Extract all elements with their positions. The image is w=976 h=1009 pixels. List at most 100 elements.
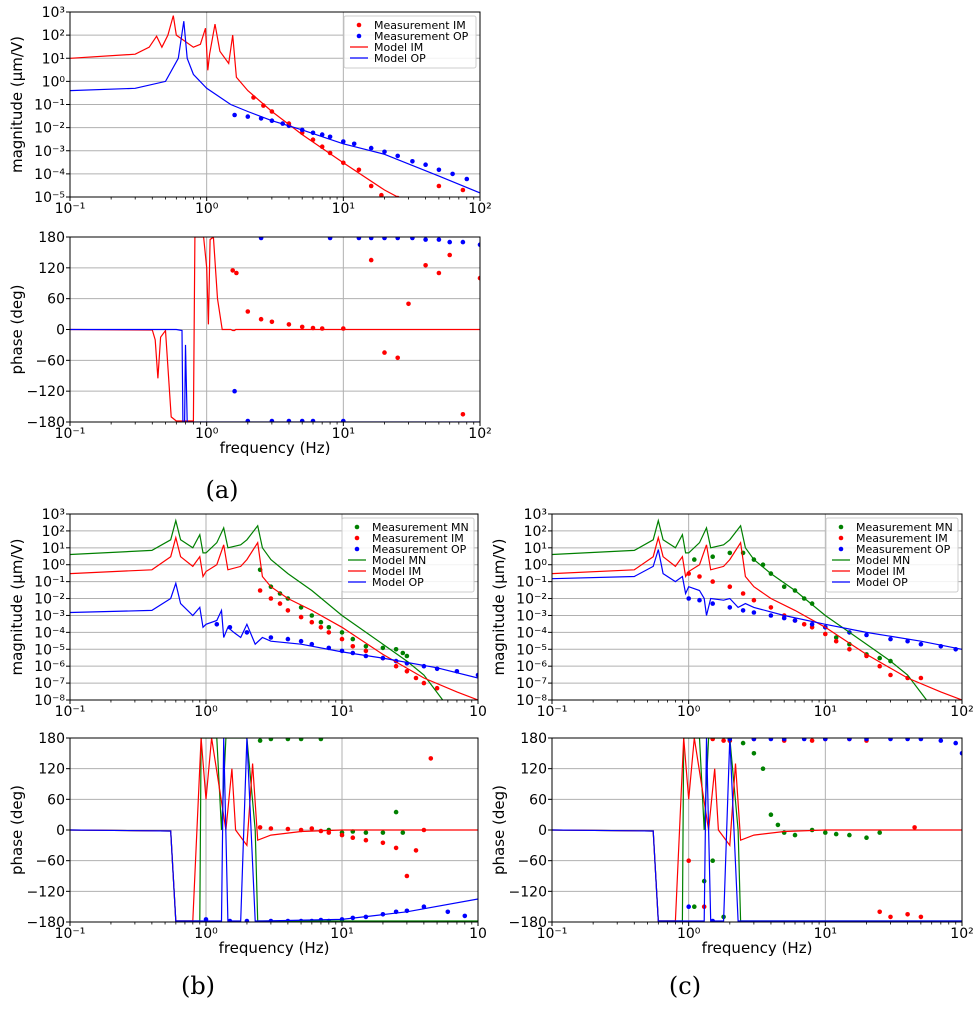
panel-b-magnitude-y-tick-label: 10⁻⁶ (34, 659, 65, 675)
panel-b-phase-measurement-mn-point (298, 738, 304, 742)
panel-a-magnitude-measurement-op-point (341, 139, 346, 144)
panel-c-phase-measurement-op-point (953, 740, 958, 746)
panel-a-phase-measurement-im-point (406, 301, 411, 307)
panel-a-phase-measurement-im-point (245, 309, 251, 314)
panel-c-magnitude-measurement-im-point (918, 675, 924, 681)
panel-c-phase-y-tick-label: 0 (538, 823, 547, 839)
panel-c-phase-measurement-op-point (959, 751, 962, 756)
panel-b-magnitude-y-tick-label: 10⁻⁴ (34, 625, 65, 641)
panel-b-caption: (b) (181, 972, 215, 1000)
panel-b-phase-measurement-im-point (380, 840, 386, 846)
panel-b-magnitude-measurement-mn-point (339, 630, 345, 635)
panel-a-magnitude-measurement-op-point (423, 162, 428, 167)
panel-c-magnitude-data (552, 518, 962, 700)
panel-b-magnitude-y-tick-label: 10³ (42, 507, 65, 523)
panel-a-phase-measurement-im-point (477, 275, 480, 281)
panel-a-phase-y-tick-label: 180 (38, 230, 65, 246)
panel-b-magnitude-legend-label: Measurement IM (372, 532, 464, 545)
panel-b-phase-measurement-im-point (428, 756, 434, 761)
panel-c-magnitude-measurement-im-point (877, 663, 882, 669)
panel-a-magnitude-y-axis-label: magnitude (μm/V) (8, 36, 26, 173)
panel-c-magnitude-model-op-line (552, 549, 962, 650)
panel-a-magnitude-x-tick-label: 10⁰ (195, 201, 219, 217)
panel-b-magnitude-model-op-line (70, 581, 478, 679)
panel-c-magnitude-measurement-op-point (918, 641, 924, 647)
panel-a-magnitude-measurement-op-point (327, 134, 333, 140)
panel-c-magnitude-measurement-im-point (727, 584, 733, 589)
panel-b-magnitude-measurement-op-point (244, 630, 250, 635)
panel-b-magnitude-y-tick-label: 10⁻³ (34, 608, 65, 624)
panel-b-magnitude-legend-label: Measurement OP (372, 543, 467, 556)
panel-b-phase-measurement-mn-point (268, 738, 274, 742)
panel-c-magnitude-measurement-im-point (710, 579, 715, 584)
panel-b-phase-measurement-im-point (393, 845, 399, 851)
panel-c-phase-measurement-mn-point (847, 832, 852, 838)
panel-a-magnitude-measurement-op-point (351, 141, 357, 147)
panel-b-magnitude-legend-box (341, 517, 475, 593)
panel-b-magnitude-measurement-mn-point (350, 636, 356, 642)
panel-b-magnitude-measurement-im-point (434, 685, 440, 691)
panel-a-phase-x-tick-label: 10⁰ (195, 426, 219, 442)
panel-a-magnitude-legend-label: Measurement OP (374, 30, 469, 43)
panel-c-magnitude-legend-marker-swatch (838, 546, 844, 552)
panel-b-magnitude-measurement-mn-point (404, 653, 410, 659)
panel-a-phase-measurement-op-point (310, 418, 316, 422)
panel-b-magnitude-legend-marker-swatch (354, 524, 360, 530)
panel-b-magnitude-measurement-im-point (363, 648, 369, 654)
panel-c-phase-measurement-im-point (877, 909, 882, 915)
panel-a-magnitude-legend-label: Measurement IM (374, 19, 466, 32)
panel-b-phase-measurement-im-point (326, 830, 332, 835)
panel-c-phase-measurement-im-point (686, 858, 691, 863)
panel-a-phase-measurement-im-point (460, 412, 466, 417)
panel-c-phase-y-axis-label: phase (deg) (490, 785, 508, 875)
panel-a-phase-measurement-op-point (410, 237, 415, 241)
panel-b-magnitude-measurement-op-point (285, 636, 291, 642)
panel-a-magnitude-y-tick-label: 10⁻⁵ (34, 190, 65, 206)
panel-b-magnitude-measurement-im-point (309, 619, 315, 625)
panel-c-phase-y-tick-label: −120 (509, 884, 547, 900)
panel-c-magnitude-y-tick-label: 10⁻⁵ (516, 642, 547, 658)
panel-a-magnitude-legend-label: Model OP (374, 52, 426, 65)
panel-a-phase-x-tick-label: 10⁻¹ (55, 426, 86, 442)
panel-a-phase-measurement-op-point (356, 237, 362, 241)
panel-a-phase-measurement-op-point (368, 237, 374, 241)
panel-b-phase-y-tick-label: 60 (47, 792, 65, 808)
panel-c-magnitude-legend-marker-swatch (838, 535, 844, 541)
panel-c-magnitude-measurement-im-point (833, 638, 839, 644)
panel-c-phase-x-tick-label: 10⁻¹ (537, 926, 568, 942)
panel-a-magnitude-measurement-op-point (232, 112, 237, 118)
panel-c-magnitude-measurement-op-point (751, 610, 757, 615)
panel-a-phase-measurement-im-point (299, 324, 305, 330)
panel-a-phase-measurement-op-point (327, 237, 333, 241)
panel-b-magnitude-measurement-im-point (326, 630, 332, 635)
panel-b-magnitude-frame (69, 513, 479, 701)
panel-c-magnitude-measurement-mn-point (727, 550, 733, 556)
panel-b-phase-y-tick-label: −180 (27, 915, 65, 931)
panel-c-magnitude-frame (551, 513, 963, 701)
panel-b-magnitude-measurement-im-point (339, 636, 345, 642)
panel-a-magnitude-y-tick-label: 10⁰ (42, 74, 66, 90)
panel-b-phase-measurement-mn-point (380, 830, 386, 835)
panel-c-magnitude-legend-marker-swatch (838, 524, 844, 530)
panel-a-phase-measurement-im-point (269, 319, 275, 325)
panel-c-magnitude-x-tick-label: 10¹ (814, 704, 837, 720)
panel-a-phase-measurement-im-point (341, 326, 346, 331)
panel-a-phase-measurement-im-point (436, 270, 442, 276)
panel-c-magnitude-legend-box (825, 517, 959, 593)
panel-b-magnitude-measurement-im-point (285, 608, 291, 613)
panel-b-magnitude-y-tick-label: 10⁰ (42, 558, 66, 574)
panel-b-phase-measurement-op-point (445, 909, 451, 915)
panel-c-magnitude-measurement-im-point (697, 574, 702, 579)
panel-a-magnitude-plot: 10⁻¹ 10⁰ 10¹ 10² 10⁻⁵ 10⁻⁴ 10⁻³ 10⁻² 10⁻¹ 10⁰ 10¹ 1… (8, 5, 492, 217)
panel-c-phase-measurement-op-point (888, 738, 893, 742)
panel-c-magnitude-measurement-op-point (864, 632, 869, 638)
panel-a-phase-measurement-im-point (230, 268, 235, 273)
panel-c-phase-data (552, 738, 962, 922)
panel-c-magnitude-y-tick-label: 10³ (524, 507, 547, 523)
panel-b-magnitude-measurement-op-point (309, 641, 315, 647)
panel-b-magnitude-x-tick-label: 10 (469, 704, 487, 720)
panel-c-magnitude-measurement-op-point (809, 622, 815, 627)
panel-a-phase-measurement-op-point (460, 239, 466, 245)
panel-b-magnitude-y-tick-label: 10⁻² (34, 592, 65, 608)
panel-c-magnitude-measurement-op-point (768, 613, 774, 618)
